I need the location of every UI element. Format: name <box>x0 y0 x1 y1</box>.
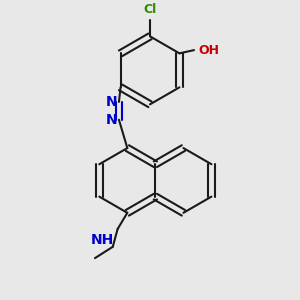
Text: NH: NH <box>91 233 114 247</box>
Text: OH: OH <box>199 44 220 57</box>
Text: Cl: Cl <box>143 3 157 16</box>
Text: N: N <box>106 113 118 127</box>
Text: N: N <box>106 95 118 109</box>
